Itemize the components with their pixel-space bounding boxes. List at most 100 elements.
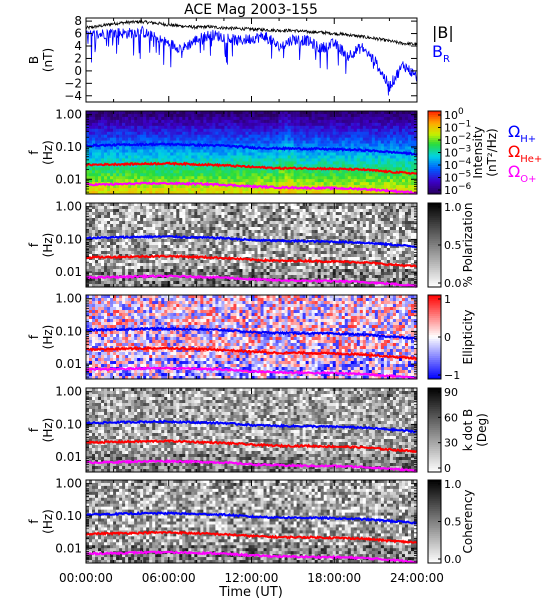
spectrogram-cell	[389, 134, 394, 138]
spectrogram-cell	[410, 158, 415, 162]
spectrogram-cell	[104, 278, 108, 282]
spectrogram-cell	[344, 128, 349, 133]
spectrogram-cell	[248, 236, 252, 240]
spectrogram-cell	[236, 116, 240, 121]
spectrogram-cell	[146, 281, 150, 285]
spectrogram-cell	[92, 176, 96, 180]
spectrogram-cell	[302, 152, 306, 156]
spectrogram-cell	[293, 161, 297, 165]
spectrogram-cell	[245, 275, 249, 279]
spectrogram-cell	[92, 218, 96, 222]
spectrogram-cell	[362, 134, 367, 138]
spectrogram-cell	[413, 167, 418, 171]
spectrogram-cell	[260, 131, 264, 136]
spectrogram-cell	[149, 272, 153, 276]
spectrogram-cell	[380, 173, 385, 177]
spectrogram-cell	[167, 251, 171, 255]
spectrogram-cell	[113, 116, 117, 121]
spectrogram-cell	[179, 119, 183, 124]
spectrogram-cell	[242, 176, 246, 180]
spectrogram-cell	[89, 281, 93, 285]
spectrogram-cell	[410, 170, 415, 174]
spectrogram-cell	[164, 125, 168, 130]
spectrogram-cell	[269, 125, 273, 130]
spectrogram-cell	[110, 167, 114, 171]
spectrogram-cell	[383, 188, 388, 192]
spectrogram-cell	[89, 134, 93, 138]
spectrogram-cell	[233, 221, 237, 225]
spectrogram-cell	[95, 140, 99, 144]
spectrogram-cell	[218, 185, 222, 189]
spectrogram-cell	[338, 134, 343, 138]
spectrogram-cell	[281, 182, 285, 186]
spectrogram-cell	[344, 134, 349, 138]
spectrogram-cell	[389, 182, 394, 186]
gyrofrequency-line-He-ion	[85, 161, 418, 176]
spectrogram-cell	[134, 242, 138, 246]
spectrogram-cell	[158, 263, 162, 267]
spectrogram-cell	[362, 116, 367, 121]
spectrogram-cell	[236, 140, 240, 144]
spectrogram-cell	[149, 155, 153, 159]
spectrogram-cell	[155, 146, 159, 150]
spectrogram-cell	[392, 182, 397, 186]
spectrogram-cell	[131, 158, 135, 162]
spectrogram-cell	[212, 122, 216, 127]
spectrogram-cell	[98, 227, 102, 231]
spectrogram-cell	[140, 128, 144, 133]
spectrogram-cell	[209, 116, 213, 121]
spectrogram-cell	[182, 212, 186, 216]
spectrogram-cell	[242, 116, 246, 121]
spectrogram-cell	[113, 188, 117, 192]
spectrogram-cell	[302, 131, 306, 136]
spectrogram-cell	[260, 227, 264, 231]
spectrogram-cell	[134, 203, 138, 207]
spectrogram-cell	[92, 239, 96, 243]
spectrogram-cell	[329, 111, 334, 115]
spectrogram-cell	[218, 251, 222, 255]
spectrogram-cell	[377, 143, 382, 147]
spectrogram-cell	[89, 185, 93, 189]
spectrogram-cell	[188, 272, 192, 276]
spectrogram-cell	[167, 257, 171, 261]
spectrogram-cell	[197, 233, 201, 237]
spectrogram-cell	[356, 176, 361, 180]
spectrogram-cell	[203, 206, 207, 210]
spectrogram-cell	[356, 134, 361, 138]
spectrogram-cell	[191, 281, 195, 285]
spectrogram-cell	[275, 176, 279, 180]
spectrogram-cell	[218, 191, 222, 195]
spectrogram-cell	[101, 149, 105, 153]
spectrogram-cell	[293, 191, 297, 195]
spectrogram-cell	[248, 227, 252, 231]
spectrogram-cell	[158, 116, 162, 121]
spectrogram-cell	[191, 242, 195, 246]
spectrogram-cell	[200, 242, 204, 246]
spectrogram-cell	[227, 125, 231, 130]
spectrogram-cell	[209, 137, 213, 141]
spectrogram-cell	[263, 143, 267, 147]
spectrogram-cell	[335, 128, 340, 133]
spectrogram-cell	[326, 173, 331, 177]
spectrogram-cell	[134, 257, 138, 261]
spectrogram-cell	[89, 233, 93, 237]
spectrogram-cell	[302, 137, 306, 141]
spectrogram-cell	[299, 182, 303, 186]
spectrogram-cell	[281, 140, 285, 144]
spectrogram-cell	[188, 164, 192, 168]
spectrogram-cell	[404, 185, 409, 189]
spectrogram-cell	[191, 269, 195, 273]
spectrogram-cell	[188, 188, 192, 192]
spectrogram-cell	[323, 113, 328, 118]
spectrogram-cell	[263, 230, 267, 234]
spectrogram-cell	[269, 119, 273, 124]
spectrogram-cell	[242, 209, 246, 213]
spectrogram-cell	[149, 233, 153, 237]
spectrogram-cell	[113, 269, 117, 273]
spectrogram-cell	[320, 158, 325, 162]
spectrogram-cell	[218, 131, 222, 136]
spectrogram-cell	[350, 119, 355, 124]
spectrogram-cell	[398, 149, 403, 153]
spectrogram-cell	[149, 131, 153, 136]
spectrogram-cell	[95, 218, 99, 222]
